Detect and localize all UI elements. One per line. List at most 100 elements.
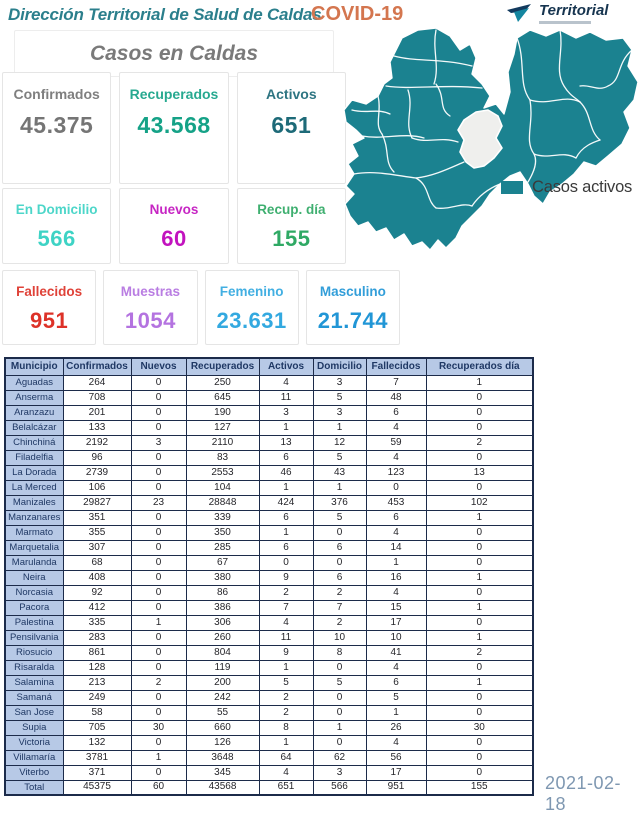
table-cell: 5 <box>312 509 367 526</box>
table-cell: 1 <box>425 509 534 526</box>
municipality-name: Marmato <box>4 524 64 541</box>
table-cell: 10 <box>365 629 427 646</box>
table-cell: 8 <box>258 719 314 736</box>
table-row: Manzanares 351 0 339 6 5 6 1 <box>4 509 534 526</box>
table-cell: 0 <box>130 764 187 781</box>
table-cell: 2 <box>258 704 314 721</box>
table-cell: 307 <box>62 539 132 556</box>
legend-swatch <box>501 181 523 194</box>
municipality-name: Victoria <box>4 734 64 751</box>
table-cell: 28848 <box>185 494 260 511</box>
table-cell: 30 <box>425 719 534 736</box>
table-row: La Dorada 2739 0 2553 46 43 123 13 <box>4 464 534 481</box>
table-cell: 127 <box>185 419 260 436</box>
table-cell: 386 <box>185 599 260 616</box>
card-value: 566 <box>37 226 76 251</box>
table-cell: 3 <box>130 434 187 451</box>
table-row: Anserma 708 0 645 11 5 48 0 <box>4 389 534 406</box>
municipality-name: Palestina <box>4 614 64 631</box>
legend-label: Casos activos <box>532 178 633 196</box>
table-cell: 264 <box>62 374 132 391</box>
card-nuevos: Nuevos 60 <box>119 188 229 264</box>
table-cell: 12 <box>312 434 367 451</box>
table-cell: 0 <box>130 479 187 496</box>
table-cell: 0 <box>425 764 534 781</box>
table-row: Salamina 213 2 200 5 5 6 1 <box>4 674 534 691</box>
column-header: Recuperados día <box>425 357 534 376</box>
table-cell: 3 <box>312 404 367 421</box>
municipality-name: Neira <box>4 569 64 586</box>
table-cell: 59 <box>365 434 427 451</box>
municipality-name: Filadelfia <box>4 449 64 466</box>
card-label: En Domicilio <box>15 202 98 217</box>
table-cell: 4 <box>258 374 314 391</box>
column-header: Confirmados <box>62 357 132 376</box>
municipality-name: Salamina <box>4 674 64 691</box>
table-cell: 708 <box>62 389 132 406</box>
table-cell: 62 <box>312 749 367 766</box>
municipality-name: Total <box>4 779 64 796</box>
municipality-name: La Dorada <box>4 464 64 481</box>
table-cell: 1 <box>425 674 534 691</box>
table-cell: 0 <box>130 374 187 391</box>
card-muestras: Muestras 1054 <box>103 270 198 345</box>
municipality-name: Viterbo <box>4 764 64 781</box>
table-cell: 242 <box>185 689 260 706</box>
municipality-name: Pensilvania <box>4 629 64 646</box>
card-recup-dia: Recup. día 155 <box>236 188 346 264</box>
table-cell: 7 <box>312 599 367 616</box>
table-cell: 8 <box>312 644 367 661</box>
column-header: Nuevos <box>130 357 187 376</box>
municipality-name: Risaralda <box>4 659 64 676</box>
table-cell: 339 <box>185 509 260 526</box>
card-value: 60 <box>161 226 187 251</box>
card-fallecidos: Fallecidos 951 <box>2 270 97 345</box>
map-legend: Casos activos <box>501 178 632 197</box>
caldas-map: Casos activos <box>338 26 640 270</box>
table-cell: 0 <box>130 629 187 646</box>
table-cell: 566 <box>312 779 367 796</box>
table-cell: 4 <box>365 524 427 541</box>
logo-text: Territorial <box>539 2 609 19</box>
table-cell: 371 <box>62 764 132 781</box>
table-cell: 6 <box>312 539 367 556</box>
table-cell: 345 <box>185 764 260 781</box>
stat-cards-row-2: En Domicilio 566 Nuevos 60 Recup. día 15… <box>2 188 346 264</box>
column-header: Activos <box>258 357 314 376</box>
table-cell: 0 <box>425 689 534 706</box>
table-cell: 2 <box>425 434 534 451</box>
table-cell: 1 <box>312 419 367 436</box>
table-row: Pacora 412 0 386 7 7 15 1 <box>4 599 534 616</box>
table-cell: 5 <box>312 449 367 466</box>
card-femenino: Femenino 23.631 <box>204 270 299 345</box>
table-row: La Merced 106 0 104 1 1 0 0 <box>4 479 534 496</box>
table-cell: 0 <box>312 554 367 571</box>
card-value: 43.568 <box>137 112 211 138</box>
table-cell: 1 <box>365 704 427 721</box>
table-cell: 190 <box>185 404 260 421</box>
table-cell: 6 <box>258 449 314 466</box>
table-cell: 645 <box>185 389 260 406</box>
table-cell: 0 <box>130 449 187 466</box>
stat-cards-row-1: Confirmados 45.375 Recuperados 43.568 Ac… <box>2 72 346 184</box>
table-cell: 15 <box>365 599 427 616</box>
card-label: Activos <box>266 86 317 102</box>
table-cell: 0 <box>130 659 187 676</box>
municipality-name: La Merced <box>4 479 64 496</box>
table-row: Marquetalia 307 0 285 6 6 14 0 <box>4 539 534 556</box>
card-label: Recup. día <box>257 202 326 217</box>
card-masculino: Masculino 21.744 <box>305 270 400 345</box>
table-total-row: Total 45375 60 43568 651 566 951 155 <box>4 779 534 796</box>
table-cell: 0 <box>425 389 534 406</box>
table-cell: 6 <box>312 569 367 586</box>
table-cell: 2 <box>258 584 314 601</box>
logo-tagline <box>539 21 591 24</box>
table-cell: 804 <box>185 644 260 661</box>
table-cell: 96 <box>62 449 132 466</box>
table-cell: 58 <box>62 704 132 721</box>
municipality-name: Riosucio <box>4 644 64 661</box>
table-cell: 0 <box>425 749 534 766</box>
card-value: 155 <box>272 226 311 251</box>
municipality-name: San Jose <box>4 704 64 721</box>
table-cell: 2 <box>312 614 367 631</box>
